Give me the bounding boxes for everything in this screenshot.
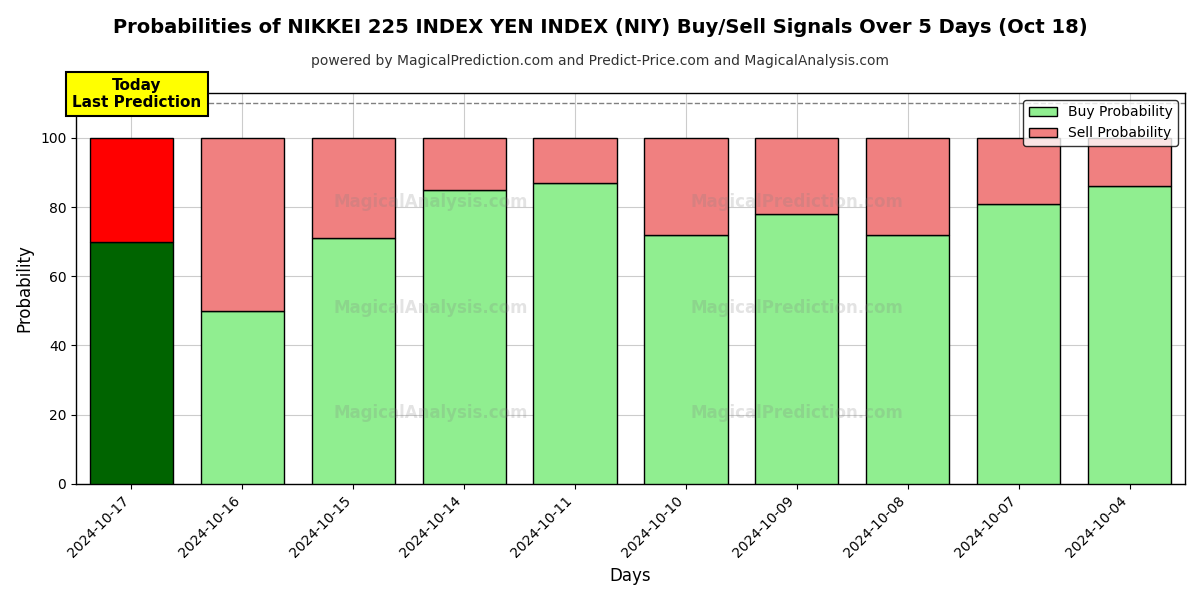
Bar [90,242,173,484]
Bar [644,235,727,484]
Bar [977,203,1061,484]
Bar [644,138,727,235]
Bar [534,138,617,183]
Bar [977,138,1061,203]
Text: Probabilities of NIKKEI 225 INDEX YEN INDEX (NIY) Buy/Sell Signals Over 5 Days (: Probabilities of NIKKEI 225 INDEX YEN IN… [113,18,1087,37]
Bar [200,311,284,484]
Bar [200,138,284,311]
Legend: Buy Probability, Sell Probability: Buy Probability, Sell Probability [1024,100,1178,146]
Text: MagicalAnalysis.com: MagicalAnalysis.com [334,193,528,211]
Text: powered by MagicalPrediction.com and Predict-Price.com and MagicalAnalysis.com: powered by MagicalPrediction.com and Pre… [311,54,889,68]
Bar [90,138,173,242]
Bar [1088,138,1171,187]
Bar [534,183,617,484]
Bar [312,138,395,238]
Bar [755,214,839,484]
Bar [1088,187,1171,484]
Bar [422,138,505,190]
Bar [755,138,839,214]
Text: MagicalAnalysis.com: MagicalAnalysis.com [334,299,528,317]
Text: MagicalPrediction.com: MagicalPrediction.com [690,404,904,422]
Text: MagicalPrediction.com: MagicalPrediction.com [690,193,904,211]
Bar [866,138,949,235]
X-axis label: Days: Days [610,567,652,585]
Bar [866,235,949,484]
Bar [422,190,505,484]
Bar [312,238,395,484]
Y-axis label: Probability: Probability [14,244,32,332]
Text: MagicalAnalysis.com: MagicalAnalysis.com [334,404,528,422]
Text: MagicalPrediction.com: MagicalPrediction.com [690,299,904,317]
Text: Today
Last Prediction: Today Last Prediction [72,78,202,110]
